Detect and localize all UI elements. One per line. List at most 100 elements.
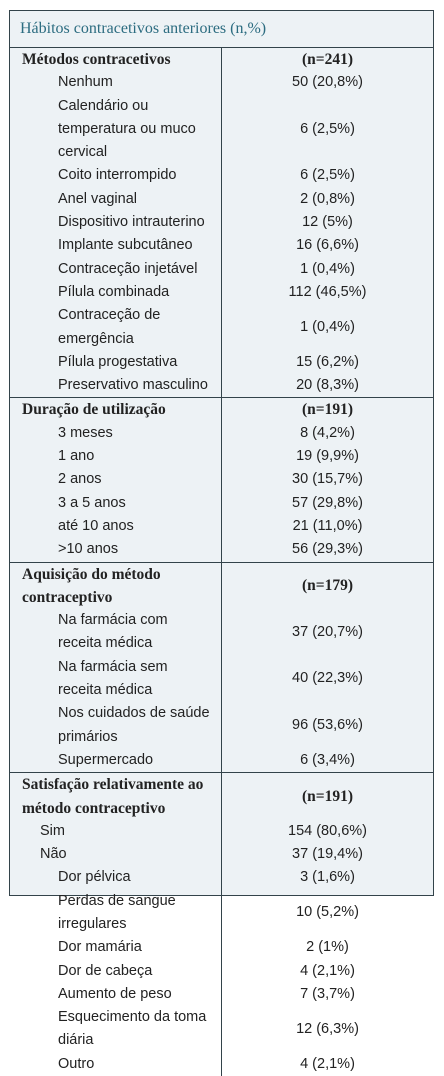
row-value: 10 (5,2%) — [221, 889, 433, 937]
row-value: 7 (3,7%) — [221, 982, 433, 1007]
row-value: 37 (20,7%) — [221, 609, 433, 656]
row-value: 1 (0,4%) — [221, 304, 433, 351]
data-row: Pílula progestativa 15 (6,2%) — [10, 350, 433, 375]
row-label: 1 ano — [58, 448, 95, 465]
row-value: 15 (6,2%) — [221, 350, 433, 375]
table: Hábitos contracetivos anteriores (n,%) M… — [10, 11, 433, 1076]
data-row: Nos cuidados de saúde primários 96 (53,6%… — [10, 702, 433, 749]
row-value: 21 (11,0%) — [221, 514, 433, 539]
data-row: Dor mamária 2 (1%) — [10, 936, 433, 960]
row-value: 12 (5%) — [221, 211, 433, 235]
section-n: (n=191) — [221, 772, 433, 820]
section-header: Satisfação relativamente ao método contr… — [10, 772, 222, 820]
row-value: 3 (1,6%) — [221, 866, 433, 890]
data-row: Outro 4 (2,1%) — [10, 1052, 433, 1076]
row-value: 6 (3,4%) — [221, 748, 433, 773]
row-value: 6 (2,5%) — [221, 94, 433, 165]
data-row: Preservativo masculino 20 (8,3%) — [10, 374, 433, 398]
row-value: 16 (6,6%) — [221, 234, 433, 258]
data-row: 2 anos 30 (15,7%) — [10, 468, 433, 492]
row-label: Na farmácia sem receita médica — [58, 658, 168, 699]
section-n: (n=191) — [221, 397, 433, 422]
row-label: Dor pélvica — [58, 869, 131, 886]
section-n: (n=241) — [221, 47, 433, 72]
data-row: Contraceção injetável 1 (0,4%) — [10, 257, 433, 281]
row-label: Dispositivo intrauterino — [58, 214, 205, 231]
row-value: 19 (9,9%) — [221, 445, 433, 469]
data-row: Coito interrompido 6 (2,5%) — [10, 164, 433, 188]
table-frame: Hábitos contracetivos anteriores (n,%) M… — [9, 10, 434, 1076]
section-n: (n=179) — [221, 561, 433, 610]
row-label: Perdas de sangue irregulares — [58, 892, 176, 932]
row-value: 2 (1%) — [221, 936, 433, 960]
data-row: Implante subcutâneo 16 (6,6%) — [10, 234, 433, 258]
row-label: Dor de cabeça — [58, 962, 153, 979]
row-label: Dor mamária — [58, 939, 142, 956]
data-row: >10 anos 56 (29,3%) — [10, 538, 433, 563]
row-value: 30 (15,7%) — [221, 468, 433, 492]
row-label: Aumento de peso — [58, 985, 172, 1002]
section-header-row: Duração de utilização (n=191) — [10, 397, 433, 422]
data-row: Anel vaginal 2 (0,8%) — [10, 187, 433, 212]
data-row: Nenhum 50 (20,8%) — [10, 71, 433, 95]
title-row: Hábitos contracetivos anteriores (n,%) — [10, 11, 433, 48]
row-label: Contraceção de emergência — [58, 307, 161, 347]
row-label: Supermercado — [58, 751, 154, 768]
section-header-row: Métodos contracetivos (n=241) — [10, 47, 433, 72]
data-row: Na farmácia com receita médica 37 (20,7%) — [10, 609, 433, 656]
row-value: 57 (29,8%) — [221, 491, 433, 515]
row-label: Não — [40, 846, 67, 863]
row-label: Esquecimento da toma diária — [58, 1009, 207, 1049]
row-label: Pílula progestativa — [58, 353, 178, 370]
row-label: Nenhum — [58, 74, 113, 91]
data-row: Pílula combinada 112 (46,5%) — [10, 280, 433, 305]
section-header: Aquisição do método contraceptivo — [10, 561, 222, 610]
data-row: Contraceção de emergência 1 (0,4%) — [10, 304, 433, 351]
data-row: Dor de cabeça 4 (2,1%) — [10, 959, 433, 983]
row-value: 4 (2,1%) — [221, 1052, 433, 1076]
data-row: Dispositivo intrauterino 12 (5%) — [10, 211, 433, 235]
data-row: Não 37 (19,4%) — [10, 843, 433, 867]
row-label: Na farmácia com receita médica — [58, 612, 168, 652]
row-value: 2 (0,8%) — [221, 187, 433, 212]
row-label: Pílula combinada — [58, 283, 170, 300]
data-row: Perdas de sangue irregulares 10 (5,2%) — [10, 889, 433, 937]
row-value: 96 (53,6%) — [221, 702, 433, 749]
row-label: 3 a 5 anos — [58, 494, 126, 511]
row-label: Coito interrompido — [58, 167, 177, 184]
data-row: Calendário ou temperatura ou muco cervic… — [10, 94, 433, 165]
row-value: 8 (4,2%) — [221, 421, 433, 446]
row-value: 20 (8,3%) — [221, 374, 433, 398]
data-row: Esquecimento da toma diária 12 (6,3%) — [10, 1006, 433, 1053]
row-label: Anel vaginal — [58, 190, 137, 207]
section-header-row: Satisfação relativamente ao método contr… — [10, 772, 433, 820]
row-value: 6 (2,5%) — [221, 164, 433, 188]
data-row: 3 a 5 anos 57 (29,8%) — [10, 491, 433, 515]
section-header: Métodos contracetivos — [22, 51, 171, 68]
row-value: 112 (46,5%) — [221, 280, 433, 305]
data-row: Dor pélvica 3 (1,6%) — [10, 866, 433, 890]
section-header-row: Aquisição do método contraceptivo (n=179) — [10, 561, 433, 610]
row-value: 56 (29,3%) — [221, 538, 433, 563]
row-label: Sim — [40, 822, 65, 839]
data-row: 1 ano 19 (9,9%) — [10, 445, 433, 469]
row-label: 2 anos — [58, 471, 102, 488]
row-value: 37 (19,4%) — [221, 843, 433, 867]
row-value: 1 (0,4%) — [221, 257, 433, 281]
table-title: Hábitos contracetivos anteriores (n,%) — [10, 11, 433, 48]
data-row: Aumento de peso 7 (3,7%) — [10, 982, 433, 1007]
row-label: Contraceção injetável — [58, 260, 198, 277]
row-value: 40 (22,3%) — [221, 655, 433, 703]
row-label: Calendário ou temperatura ou muco cervic… — [58, 97, 196, 161]
row-label: Outro — [58, 1055, 95, 1072]
data-row: Sim 154 (80,6%) — [10, 819, 433, 844]
row-label: Preservativo masculino — [58, 377, 208, 394]
row-value: 50 (20,8%) — [221, 71, 433, 95]
row-label: 3 meses — [58, 424, 113, 441]
section-header: Duração de utilização — [10, 397, 222, 422]
row-value: 4 (2,1%) — [221, 959, 433, 983]
row-value: 12 (6,3%) — [221, 1006, 433, 1053]
row-value: 154 (80,6%) — [221, 819, 433, 844]
data-row: 3 meses 8 (4,2%) — [10, 421, 433, 446]
row-label: Nos cuidados de saúde primários — [58, 705, 210, 745]
